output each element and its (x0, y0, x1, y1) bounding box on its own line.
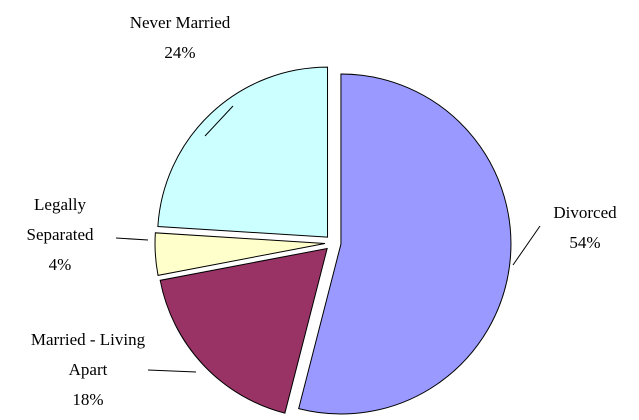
leader-line (512, 225, 541, 266)
pie-slice (154, 232, 326, 276)
slice-label: Married - Living Apart 18% (28, 325, 148, 415)
leader-line (147, 369, 197, 373)
value-label: 54% (569, 233, 601, 252)
category-label: Married - Living Apart (30, 330, 146, 379)
value-label: 24% (164, 43, 196, 62)
slice-label: Never Married 24% (100, 8, 260, 68)
category-label: Never Married (129, 13, 231, 32)
pie-slice (157, 66, 329, 238)
category-label: Divorced (553, 203, 617, 222)
leader-line (115, 237, 149, 241)
leader-line (204, 105, 234, 137)
slice-label: Divorced 54% (530, 198, 639, 258)
pie-slice (159, 247, 328, 414)
value-label: 18% (72, 390, 104, 409)
value-label: 4% (48, 255, 72, 274)
slice-label: Legally Separated 4% (10, 190, 110, 280)
pie-slice (298, 73, 512, 415)
category-label: Legally Separated (26, 195, 94, 244)
